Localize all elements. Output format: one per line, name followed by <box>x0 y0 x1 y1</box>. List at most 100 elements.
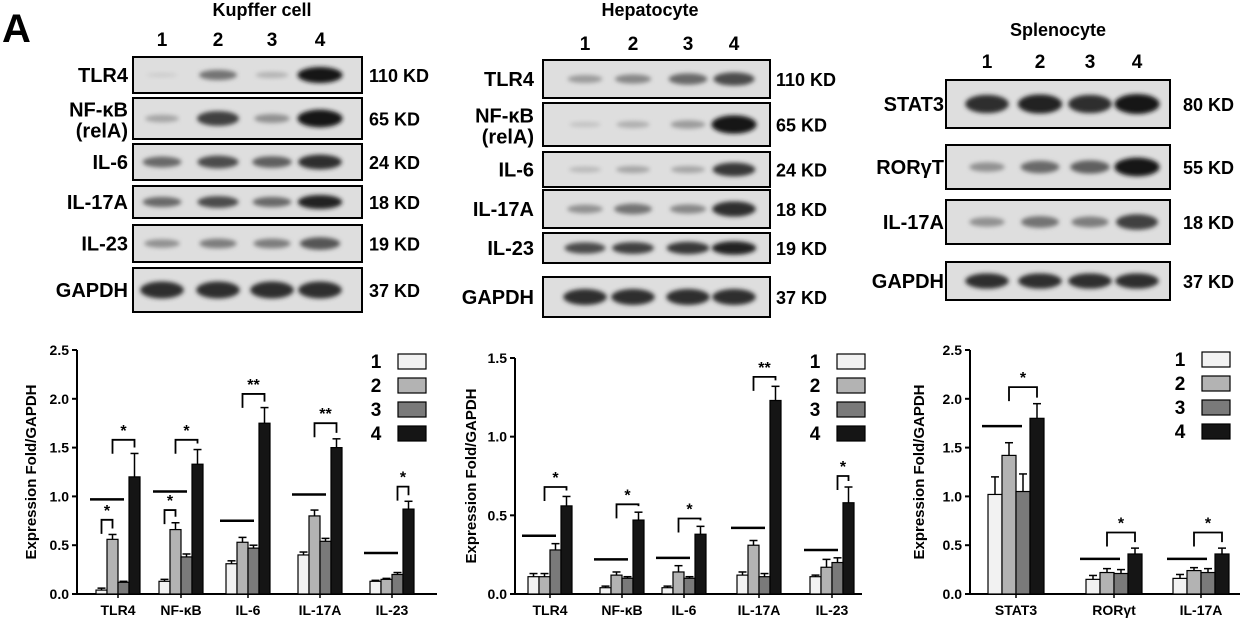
blot-band <box>1114 157 1160 177</box>
blot-row: IL-17A 18 KD <box>883 199 1234 245</box>
blot-band <box>563 289 607 305</box>
significance-bracket <box>543 486 568 502</box>
blot-band <box>299 237 341 250</box>
x-tick-label: IL-6 <box>672 602 697 618</box>
y-tick-label: 2.0 <box>50 391 70 407</box>
legend-label: 3 <box>810 400 821 421</box>
y-tick-label: 0.0 <box>50 586 70 602</box>
bar <box>549 549 562 595</box>
blot-band <box>1070 160 1110 174</box>
blot-panel: Splenocyte 1 2 3 4 STAT3 80 KD RORγT 55 KD IL-17A… <box>872 20 1234 301</box>
significance-bracket <box>174 438 199 454</box>
blot-band <box>1115 273 1159 289</box>
molecular-weight-label: 19 KD <box>369 235 420 255</box>
y-tick-label: 1.5 <box>943 440 963 456</box>
blot-band <box>253 238 291 249</box>
blot-row-label: GAPDH <box>872 271 944 293</box>
legend-swatch <box>397 425 427 442</box>
x-tick-label: IL-17A <box>738 602 781 618</box>
significance-bracket <box>836 475 850 490</box>
blot-title: Kupffer cell <box>212 0 311 20</box>
bar <box>560 505 573 595</box>
lane-number: 3 <box>683 34 694 55</box>
blot-band <box>965 94 1009 114</box>
bar <box>672 571 685 595</box>
significance-bracket <box>100 518 114 534</box>
bar <box>1001 454 1017 595</box>
significance-bracket <box>241 393 266 408</box>
y-axis-label: Expression Fold/GAPDH <box>463 388 480 563</box>
blot-band <box>255 71 289 79</box>
bar <box>610 574 623 595</box>
bar <box>402 508 415 595</box>
significance-marker: * <box>840 459 847 476</box>
blot-band <box>1116 214 1158 230</box>
blot-band <box>140 281 184 299</box>
y-tick-label: 1.0 <box>50 488 70 504</box>
bar <box>831 561 844 595</box>
bar <box>1099 571 1115 595</box>
blot-band <box>712 201 756 217</box>
x-tick-label: IL-17A <box>1180 602 1223 618</box>
y-tick-label: 0.5 <box>50 537 70 553</box>
bar <box>538 576 551 595</box>
bar <box>225 563 238 595</box>
significance-marker: ** <box>758 360 771 377</box>
blot-band <box>142 196 182 208</box>
blot-title: Splenocyte <box>1010 20 1106 40</box>
blot-row-label: GAPDH <box>462 287 534 309</box>
blot-band <box>616 165 650 174</box>
blot-row-label: IL-6 <box>92 152 128 174</box>
bar <box>599 587 612 595</box>
blot-band <box>569 121 601 128</box>
bar-charts: 0.0 0.5 1.0 1.5 2.0 2.5 Expression Fold/GAPDH T… <box>23 342 1240 618</box>
bar <box>297 554 310 595</box>
significance-marker: * <box>1205 516 1212 533</box>
blot-row: GAPDH 37 KD <box>462 276 827 318</box>
x-tick-label: NF-κB <box>601 602 642 618</box>
blot-row-label: IL-17A <box>473 199 534 221</box>
bar <box>380 578 393 595</box>
blot-band <box>969 217 1005 227</box>
bar <box>661 587 674 595</box>
significance-bracket <box>396 485 410 501</box>
blot-band <box>712 289 756 305</box>
y-tick-label: 1.0 <box>943 488 963 504</box>
blot-row: IL-23 19 KD <box>487 232 827 264</box>
bar <box>369 580 382 595</box>
bar <box>1015 490 1031 595</box>
significance-bracket <box>1106 531 1136 547</box>
blot-band <box>254 113 290 124</box>
bar <box>236 541 249 595</box>
bar <box>1214 553 1230 595</box>
blot-row-label: STAT3 <box>884 94 944 116</box>
molecular-weight-label: 37 KD <box>1183 272 1234 292</box>
bar <box>391 573 404 595</box>
bar <box>117 581 130 595</box>
molecular-weight-label: 18 KD <box>776 200 827 220</box>
lane-number: 4 <box>1132 52 1143 73</box>
blot-row-label: IL-6 <box>498 160 534 182</box>
blot-band <box>711 241 757 255</box>
molecular-weight-label: 55 KD <box>1183 158 1234 178</box>
blot-row-label: NF-κB <box>475 106 534 128</box>
blot-row-label: IL-17A <box>883 212 944 234</box>
blot-band <box>1021 216 1059 228</box>
significance-marker: * <box>624 487 631 504</box>
x-tick-label: STAT3 <box>995 602 1037 618</box>
blot-band <box>564 242 606 254</box>
bar <box>1029 417 1045 595</box>
blot-row: RORγT 55 KD <box>876 144 1234 190</box>
blot-row: GAPDH 37 KD <box>56 267 420 313</box>
blot-row-label-sub: (relA) <box>76 121 128 143</box>
bar <box>1172 577 1188 595</box>
y-tick-label: 1.5 <box>50 440 70 456</box>
bar <box>258 422 271 595</box>
bar <box>180 556 193 595</box>
x-tick-label: IL-17A <box>299 602 342 618</box>
blot-band <box>1071 216 1109 228</box>
blot-band <box>197 155 239 169</box>
significance-bracket <box>313 422 338 438</box>
blot-band <box>145 114 179 123</box>
